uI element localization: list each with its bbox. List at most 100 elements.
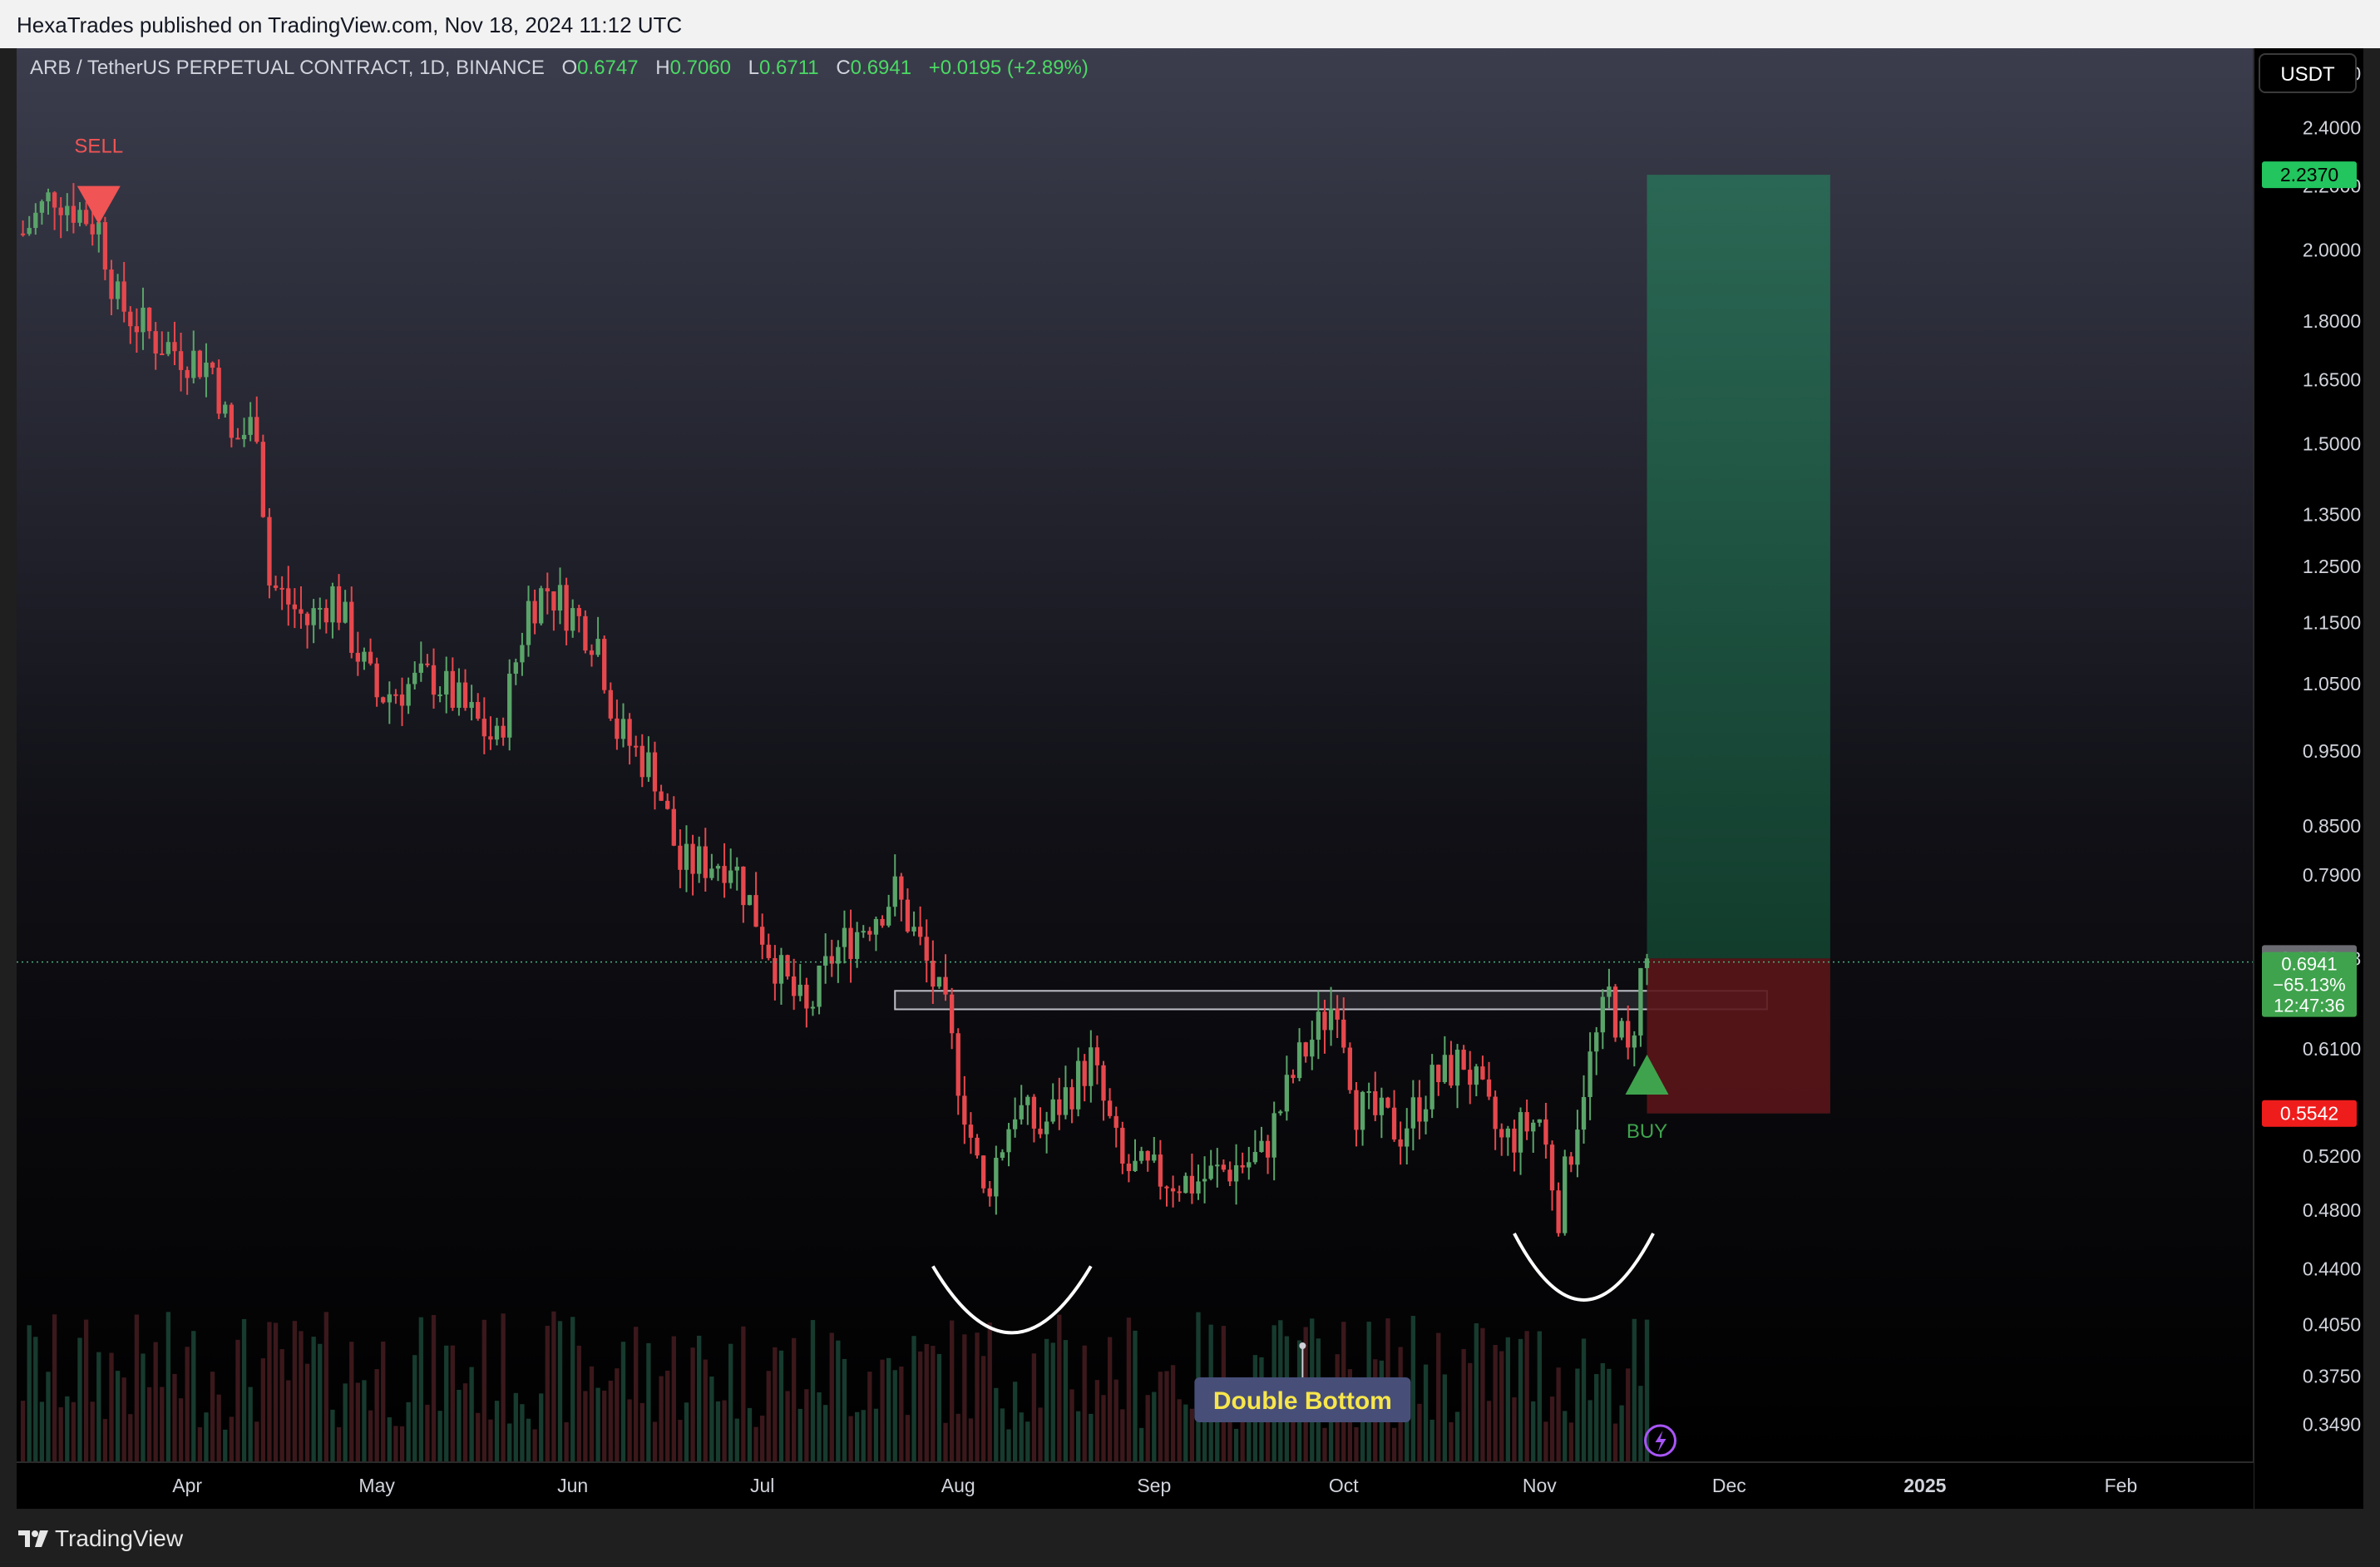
- volume-bar: [690, 1347, 695, 1462]
- candle-body: [1316, 1011, 1321, 1041]
- price-tick-label: 1.2500: [2303, 556, 2361, 577]
- candle-body: [1405, 1128, 1410, 1147]
- candle-body: [1284, 1075, 1290, 1112]
- candle-body: [462, 682, 468, 709]
- volume-bar: [229, 1416, 235, 1462]
- candle-body: [1196, 1181, 1201, 1194]
- stop-price-tag: 0.5542: [2280, 1103, 2338, 1125]
- sell-signal-marker[interactable]: [77, 185, 121, 225]
- sell-signal-label: SELL: [74, 136, 123, 158]
- price-tick-label: 1.3500: [2303, 504, 2361, 526]
- time-axis[interactable]: [17, 1462, 2254, 1509]
- tradingview-logo-icon[interactable]: [17, 1529, 50, 1549]
- candle-body: [469, 702, 474, 709]
- volume-bar: [77, 1337, 82, 1462]
- candle-body: [949, 994, 955, 1034]
- volume-bar: [1031, 1353, 1037, 1462]
- double-bottom-curve[interactable]: [1513, 1233, 1655, 1302]
- volume-bar: [671, 1336, 676, 1462]
- volume-bar: [994, 1387, 999, 1462]
- volume-bar: [260, 1358, 266, 1462]
- price-tick-label: 0.4050: [2303, 1313, 2361, 1335]
- candle-body: [829, 956, 834, 964]
- footer-brand[interactable]: TradingView: [55, 1525, 184, 1551]
- volume-bar: [299, 1331, 304, 1462]
- volume-bar: [165, 1312, 171, 1462]
- candle-body: [1607, 986, 1612, 997]
- currency-button[interactable]: USDT: [2259, 53, 2357, 93]
- pattern-label: Double Bottom: [1213, 1387, 1392, 1415]
- volume-bar: [1474, 1323, 1479, 1462]
- volume-bar: [279, 1349, 284, 1462]
- candle-body: [1410, 1097, 1416, 1129]
- candle-body: [576, 608, 581, 616]
- current-price-tag-box[interactable]: [2262, 952, 2357, 1017]
- volume-bar: [652, 1421, 658, 1462]
- candle-body: [71, 205, 77, 223]
- volume-bar: [1177, 1399, 1182, 1462]
- volume-bar: [172, 1373, 177, 1462]
- candle-body: [1063, 1087, 1069, 1115]
- candle-body: [1126, 1164, 1132, 1172]
- volume-bar: [734, 1418, 739, 1462]
- candle-body: [766, 944, 771, 958]
- stop-zone[interactable]: [1647, 958, 1830, 1114]
- buy-signal-marker[interactable]: [1625, 1054, 1669, 1095]
- candle-body: [1044, 1121, 1049, 1134]
- time-tick-label: Apr: [172, 1475, 202, 1496]
- candle-body: [842, 927, 847, 947]
- candle-body: [943, 976, 948, 995]
- candle-body: [444, 670, 449, 695]
- candle-body: [1575, 1130, 1580, 1165]
- price-tick-label: 0.8500: [2303, 815, 2361, 837]
- candle-body: [1632, 1035, 1637, 1048]
- pattern-label-box[interactable]: [1194, 1377, 1411, 1422]
- price-tick-label: 2.4000: [2303, 116, 2361, 138]
- candle-body: [1505, 1128, 1510, 1138]
- candle-body: [1493, 1096, 1498, 1130]
- symbol-title[interactable]: ARB / TetherUS PERPETUAL CONTRACT, 1D, B…: [30, 57, 545, 79]
- volume-bar: [684, 1402, 689, 1462]
- price-tick-label: 1.8000: [2303, 310, 2361, 332]
- candle-body: [1568, 1156, 1573, 1165]
- volume-bar: [1587, 1400, 1592, 1462]
- volume-bar: [1133, 1330, 1138, 1462]
- volume-bar: [437, 1411, 442, 1462]
- candle-body: [1113, 1115, 1118, 1128]
- target-zone[interactable]: [1647, 175, 1830, 959]
- candle-body: [1031, 1096, 1037, 1129]
- candle-body: [330, 586, 335, 623]
- volume-bar: [1512, 1397, 1517, 1462]
- candle-body: [513, 662, 518, 674]
- volume-bar: [368, 1410, 373, 1462]
- candle-body: [109, 269, 114, 299]
- candle-body: [1012, 1119, 1018, 1130]
- price-axis[interactable]: [2254, 48, 2363, 1509]
- volume-bar: [817, 1392, 822, 1462]
- volume-bar: [886, 1357, 891, 1462]
- volume-bar: [1113, 1379, 1118, 1462]
- volume-bar: [343, 1383, 348, 1462]
- candle-body: [65, 205, 70, 215]
- candle-body: [141, 307, 146, 333]
- double-bottom-curve[interactable]: [931, 1265, 1093, 1335]
- volume-bar: [1505, 1337, 1510, 1462]
- candle-body: [659, 791, 664, 801]
- plot-background: [17, 48, 2254, 1462]
- target-price-tag-box[interactable]: [2262, 161, 2357, 189]
- alert-bolt-icon[interactable]: [1644, 1424, 1677, 1457]
- candle-body: [292, 604, 298, 610]
- volume-bar: [955, 1413, 960, 1462]
- volume-bar: [362, 1380, 367, 1462]
- stop-price-tag-box[interactable]: [2262, 1100, 2357, 1127]
- volume-bar: [1101, 1395, 1106, 1462]
- volume-bar: [273, 1322, 279, 1462]
- candle-body: [1133, 1160, 1138, 1172]
- price-tick-label: 0.5200: [2303, 1145, 2361, 1167]
- volume-bar: [980, 1356, 986, 1462]
- volume-bar: [570, 1317, 575, 1462]
- candle-body: [564, 585, 569, 631]
- candle-body: [760, 927, 765, 945]
